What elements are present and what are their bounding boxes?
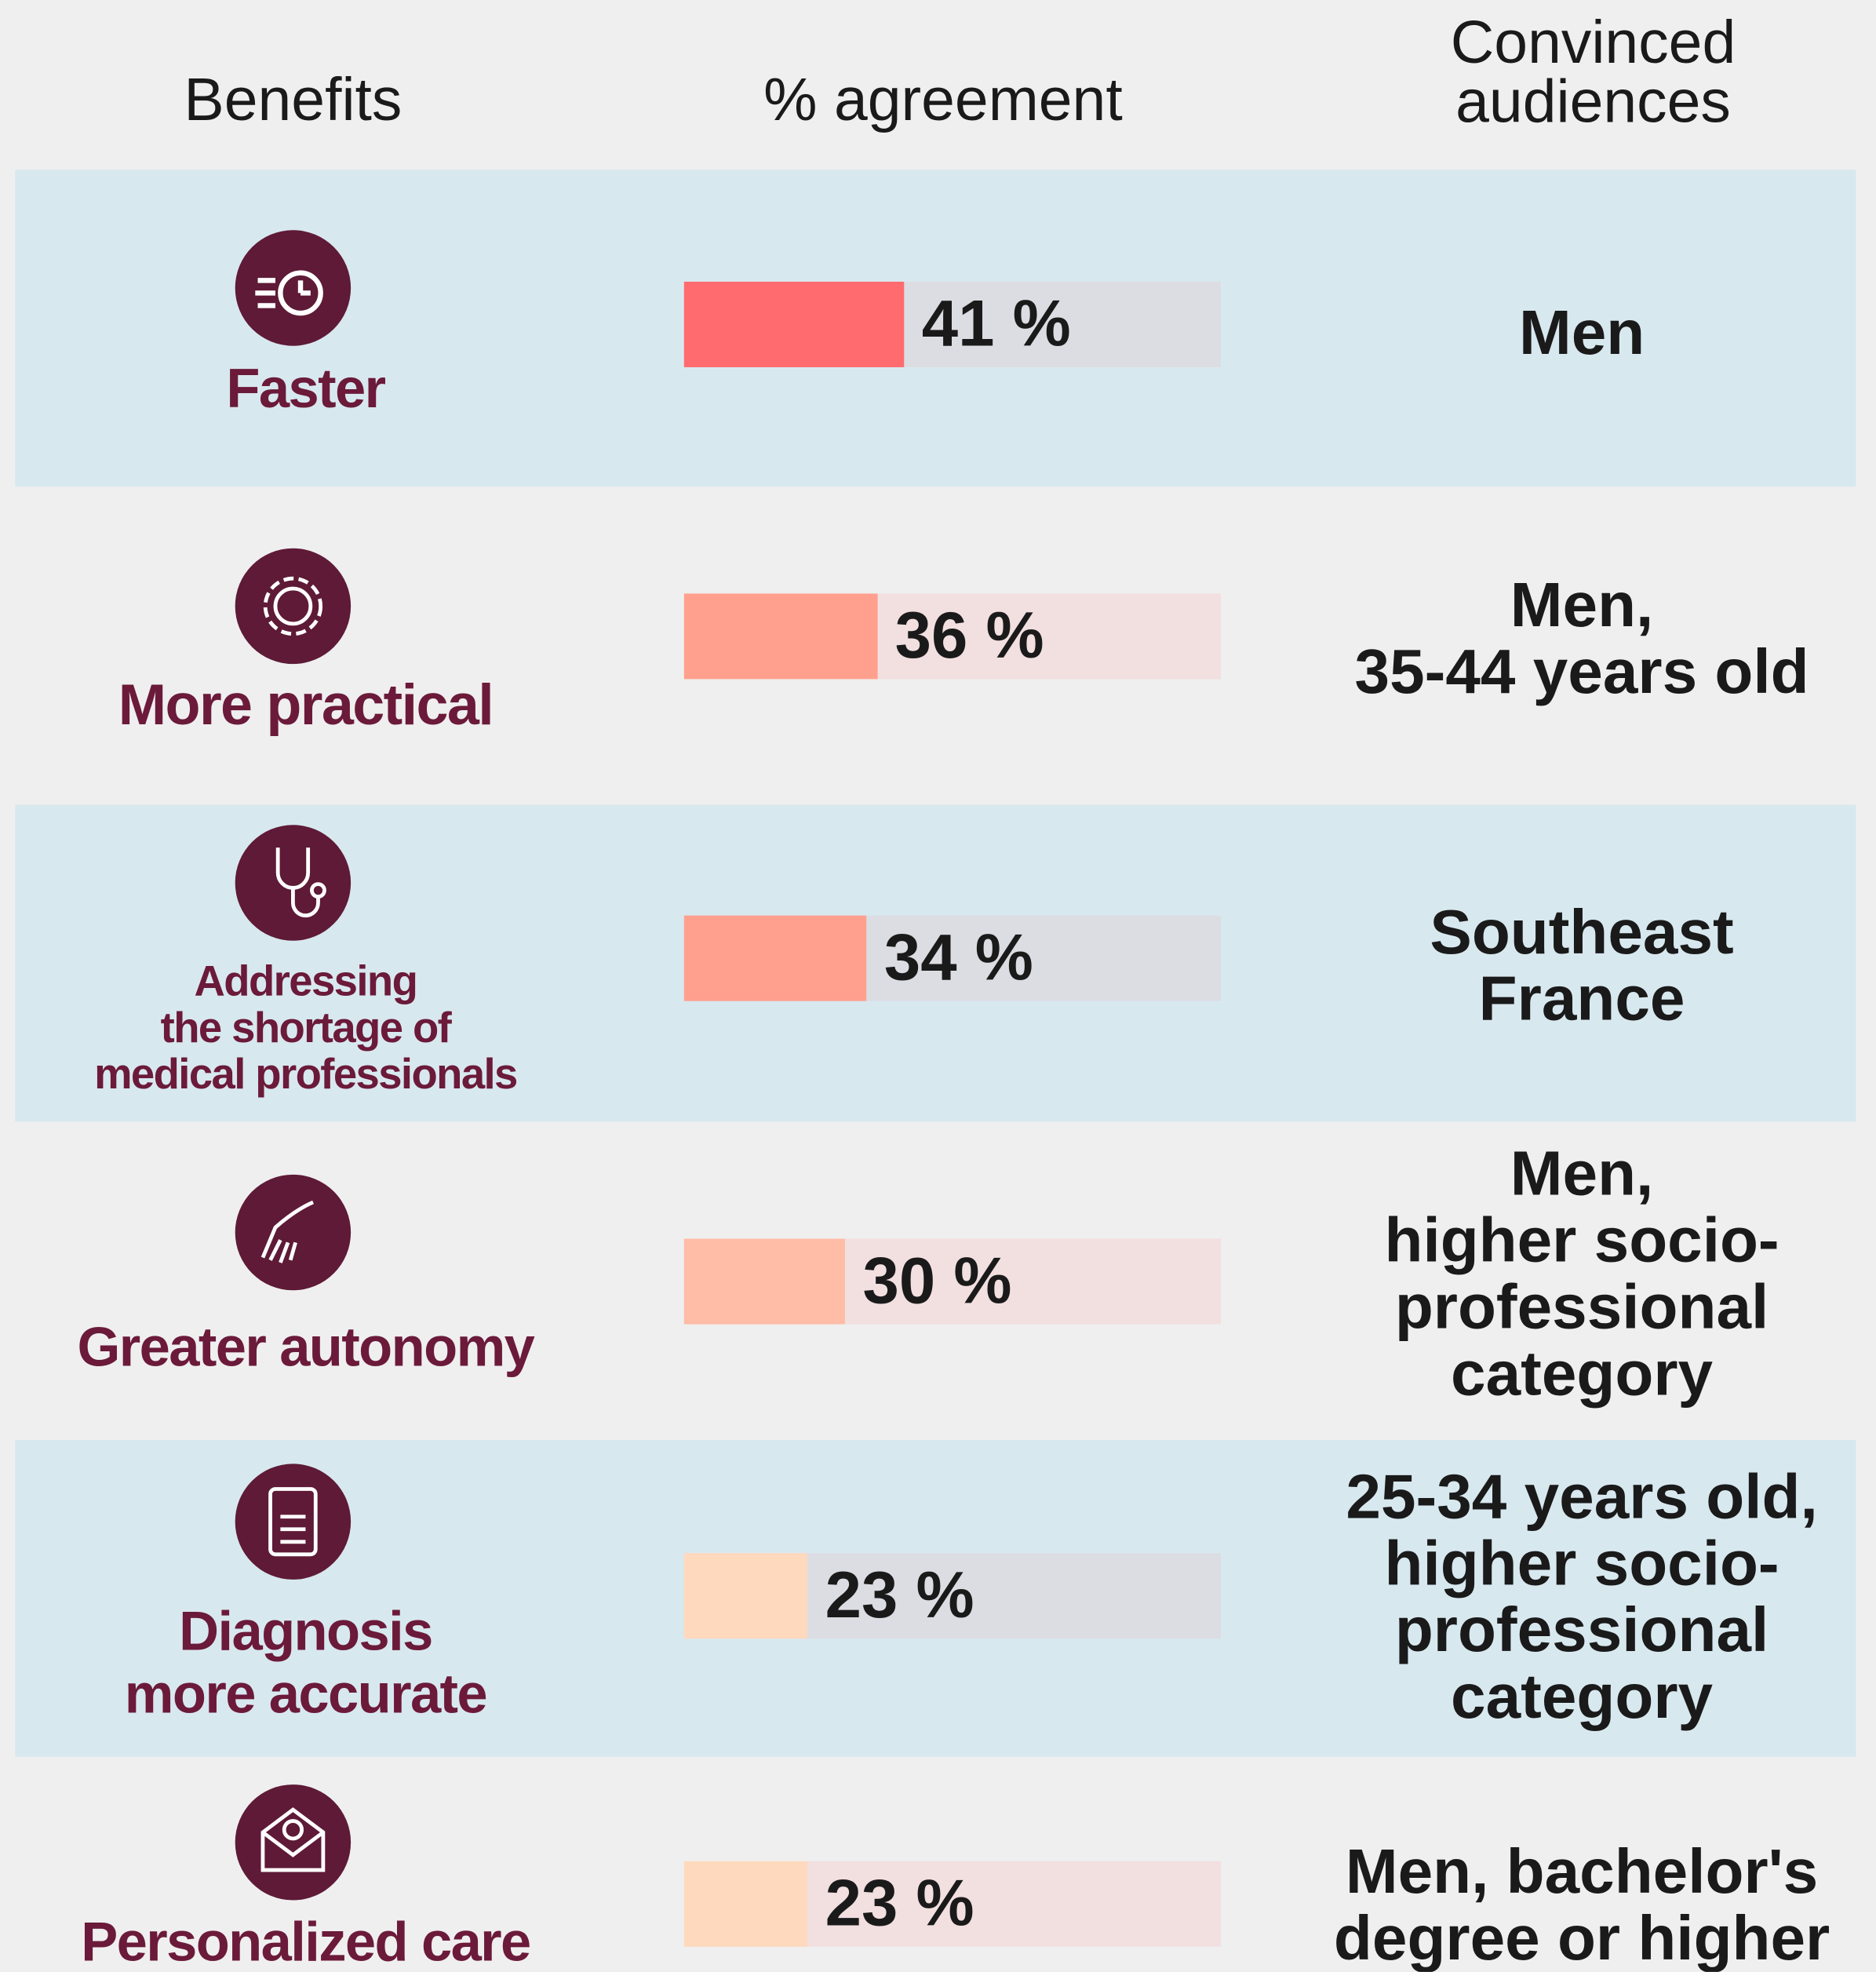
icon — [235, 825, 352, 941]
value-label: 23 % — [825, 1867, 974, 1941]
icon — [235, 230, 352, 346]
column-header: Convinced audiences — [1450, 9, 1736, 137]
benefit-label: More practical — [118, 671, 494, 738]
icon — [235, 1174, 352, 1291]
audience-label: Men, 35-44 years old — [1354, 569, 1809, 707]
column-header: Benefits — [184, 67, 403, 134]
bar — [683, 1553, 808, 1639]
value-label: 23 % — [825, 1559, 974, 1633]
bar — [683, 1861, 808, 1947]
benefit-label: Greater autonomy — [77, 1316, 535, 1379]
benefit-label: Addressing the shortage of medical profe… — [94, 957, 518, 1099]
benefit-label: Faster — [226, 358, 386, 421]
audience-label: Men — [1518, 297, 1645, 368]
icon — [235, 1464, 352, 1580]
icon — [235, 1784, 352, 1901]
benefit-label: Diagnosis more accurate — [124, 1601, 488, 1726]
value-label: 36 % — [894, 600, 1044, 673]
audience-label: Southeast France — [1430, 896, 1734, 1034]
audience-label: Men, higher socio- professional category — [1384, 1138, 1779, 1409]
value-label: 34 % — [883, 921, 1033, 995]
audience-label: Men, bachelor's degree or higher — [1333, 1835, 1830, 1972]
bar — [683, 281, 905, 367]
bar — [683, 593, 878, 680]
bar — [683, 915, 867, 1001]
benefit-label: Personalized care — [81, 1911, 531, 1972]
value-label: 41 % — [921, 287, 1071, 361]
icon — [235, 548, 352, 665]
value-label: 30 % — [862, 1245, 1012, 1318]
bar — [683, 1238, 846, 1325]
audience-label: 25-34 years old, higher socio- professio… — [1346, 1461, 1818, 1732]
column-header: % agreement — [763, 67, 1123, 134]
